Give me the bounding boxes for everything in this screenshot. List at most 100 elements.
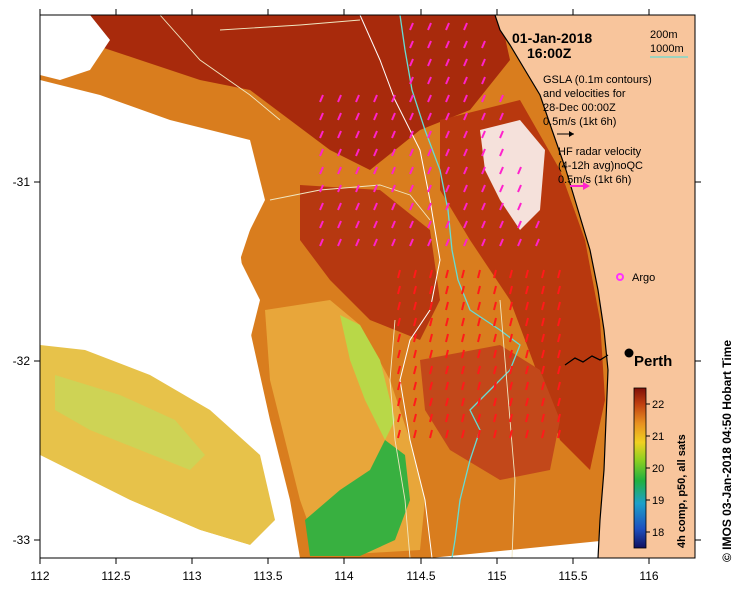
hf-arrow xyxy=(391,220,396,229)
hf-arrow xyxy=(525,429,529,439)
hf-arrow xyxy=(493,365,497,375)
y-tick-label: -31 xyxy=(13,175,31,189)
hf-arrow xyxy=(409,130,414,139)
hf-arrow xyxy=(499,148,504,157)
hf-arrow xyxy=(525,349,529,359)
colorbar-label: 4h comp, p50, all sats xyxy=(676,434,688,548)
gsla-contour-1 xyxy=(159,15,281,121)
hf-arrow xyxy=(413,301,417,311)
hf-arrow xyxy=(397,269,401,279)
hf-arrow xyxy=(409,166,414,175)
hf-arrow xyxy=(429,365,433,375)
hf-radar-velocity-arrows xyxy=(319,22,561,439)
hf-arrow xyxy=(499,220,504,229)
cloud-gap-northwest xyxy=(40,15,110,80)
hf-arrow xyxy=(481,58,486,67)
hf-arrow xyxy=(463,202,468,211)
hf-arrow xyxy=(493,317,497,327)
hf-arrow xyxy=(397,413,401,423)
hf-arrow xyxy=(409,148,414,157)
hf-arrow xyxy=(461,413,465,423)
hf-arrow xyxy=(557,301,561,311)
hf-arrow xyxy=(463,94,468,103)
hf-arrow xyxy=(373,148,378,157)
hf-arrow xyxy=(397,365,401,375)
hf-arrow xyxy=(409,58,414,67)
hf-arrow xyxy=(509,381,513,391)
hf-arrow xyxy=(517,220,522,229)
hf-arrow xyxy=(445,429,449,439)
hf-arrow xyxy=(445,148,450,157)
hf-arrow xyxy=(337,166,342,175)
hf-arrow xyxy=(391,130,396,139)
hf-arrow xyxy=(493,333,497,343)
hf-arrow xyxy=(413,333,417,343)
hf-arrow xyxy=(557,317,561,327)
hf-arrow xyxy=(493,429,497,439)
hf-arrow xyxy=(541,381,545,391)
sst-field xyxy=(40,15,695,558)
y-axis: -31 -32 -33 xyxy=(13,175,701,547)
hf-arrow xyxy=(373,130,378,139)
hf-arrow xyxy=(525,301,529,311)
gsla-legend-scale: 0.5m/s (1kt 6h) xyxy=(543,116,616,128)
hf-arrow xyxy=(445,220,450,229)
hf-arrow xyxy=(541,317,545,327)
hf-arrow xyxy=(463,130,468,139)
hf-arrow xyxy=(525,269,529,279)
hf-arrow xyxy=(397,285,401,295)
hf-arrow xyxy=(525,381,529,391)
hf-arrow xyxy=(477,413,481,423)
hf-arrow xyxy=(493,301,497,311)
hf-arrow xyxy=(391,202,396,211)
hf-arrow xyxy=(427,94,432,103)
hf-arrow xyxy=(355,112,360,121)
hf-arrow xyxy=(429,317,433,327)
hf-arrow xyxy=(461,429,465,439)
hf-arrow xyxy=(429,397,433,407)
x-tick-label: 112.5 xyxy=(101,569,130,583)
hf-arrow xyxy=(445,238,450,247)
hf-arrow xyxy=(481,112,486,121)
hf-arrow xyxy=(509,285,513,295)
sst-patch-cold-south xyxy=(305,440,410,556)
hf-arrow xyxy=(477,269,481,279)
hf-arrow xyxy=(557,365,561,375)
hf-arrow xyxy=(493,397,497,407)
hf-arrow xyxy=(463,220,468,229)
hf-arrow xyxy=(509,333,513,343)
hf-arrow xyxy=(477,365,481,375)
hf-arrow xyxy=(461,333,465,343)
gsla-legend-line2: and velocities for xyxy=(543,88,626,100)
hf-arrow xyxy=(461,381,465,391)
hf-arrow xyxy=(481,202,486,211)
credit-label: © IMOS 03-Jan-2018 04:50 Hobart Time xyxy=(720,339,734,562)
sst-patch-warm-north xyxy=(80,15,510,170)
hf-arrow xyxy=(557,429,561,439)
hf-arrow xyxy=(525,333,529,343)
hf-arrow xyxy=(429,285,433,295)
hf-arrow xyxy=(319,112,324,121)
hf-arrow xyxy=(517,184,522,193)
hf-arrow xyxy=(525,365,529,375)
hf-arrow xyxy=(477,349,481,359)
hf-arrow xyxy=(413,429,417,439)
isobath-200-label: 200m xyxy=(650,29,678,41)
hf-arrow xyxy=(445,58,450,67)
hf-arrow xyxy=(355,202,360,211)
hf-arrow xyxy=(509,429,513,439)
hf-arrow xyxy=(477,333,481,343)
hf-arrow xyxy=(397,317,401,327)
hf-arrow xyxy=(427,130,432,139)
hf-arrow xyxy=(541,333,545,343)
hf-arrow xyxy=(557,397,561,407)
x-tick-label: 113.5 xyxy=(253,569,282,583)
hf-arrow xyxy=(477,285,481,295)
hf-arrow xyxy=(429,269,433,279)
hf-arrow xyxy=(427,220,432,229)
hf-arrow xyxy=(535,220,540,229)
hf-arrow xyxy=(541,365,545,375)
hf-arrow xyxy=(493,413,497,423)
hf-arrow xyxy=(373,220,378,229)
